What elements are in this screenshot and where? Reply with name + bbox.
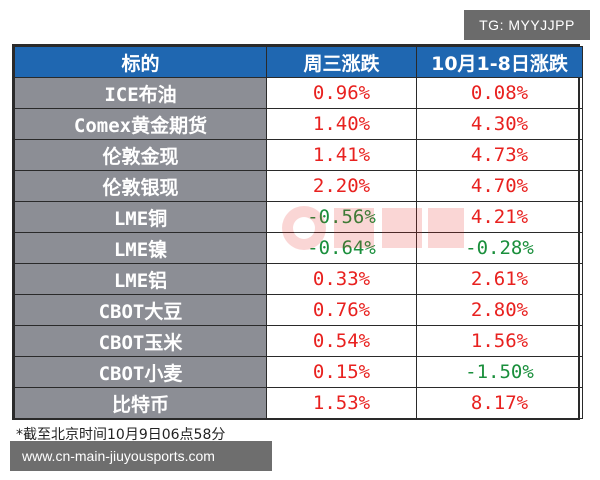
wednesday-change: 0.76%	[266, 294, 417, 326]
footnote: *截至北京时间10月9日06点58分	[16, 427, 226, 443]
header-oct-1-8-change: 10月1-8日涨跌	[416, 46, 583, 78]
asset-name: LME铜	[14, 201, 267, 233]
wednesday-change: -0.56%	[266, 201, 417, 233]
asset-name: LME镍	[14, 232, 267, 264]
wednesday-change: 0.54%	[266, 325, 417, 357]
tg-badge: TG: MYYJJPP	[464, 10, 590, 40]
table-row: CBOT大豆 0.76% 2.80%	[14, 294, 583, 326]
data-table: 标的 周三涨跌 10月1-8日涨跌 ICE布油 0.96% 0.08% Come…	[14, 46, 583, 419]
oct-change: 0.08%	[416, 77, 583, 109]
market-change-table: 标的 周三涨跌 10月1-8日涨跌 ICE布油 0.96% 0.08% Come…	[12, 44, 583, 420]
table-row: LME铜 -0.56% 4.21%	[14, 201, 583, 233]
oct-change: 2.80%	[416, 294, 583, 326]
wednesday-change: 0.33%	[266, 263, 417, 295]
header-asset: 标的	[14, 46, 267, 78]
header-wednesday-change: 周三涨跌	[266, 46, 417, 78]
wednesday-change: 1.53%	[266, 387, 417, 419]
table-row: CBOT玉米 0.54% 1.56%	[14, 325, 583, 357]
table-row: Comex黄金期货 1.40% 4.30%	[14, 108, 583, 140]
site-url: www.cn-main-jiuyousports.com	[10, 441, 272, 471]
table-row: 伦敦银现 2.20% 4.70%	[14, 170, 583, 202]
table-row: CBOT小麦 0.15% -1.50%	[14, 356, 583, 388]
table-row: LME铝 0.33% 2.61%	[14, 263, 583, 295]
wednesday-change: 0.15%	[266, 356, 417, 388]
asset-name: CBOT小麦	[14, 356, 267, 388]
oct-change: 4.73%	[416, 139, 583, 171]
asset-name: CBOT大豆	[14, 294, 267, 326]
oct-change: -0.28%	[416, 232, 583, 264]
asset-name: Comex黄金期货	[14, 108, 267, 140]
oct-change: 4.70%	[416, 170, 583, 202]
wednesday-change: 1.41%	[266, 139, 417, 171]
wednesday-change: 1.40%	[266, 108, 417, 140]
oct-change: -1.50%	[416, 356, 583, 388]
asset-name: ICE布油	[14, 77, 267, 109]
table-row: LME镍 -0.64% -0.28%	[14, 232, 583, 264]
asset-name: CBOT玉米	[14, 325, 267, 357]
table-row: 比特币 1.53% 8.17%	[14, 387, 583, 419]
table-row: 伦敦金现 1.41% 4.73%	[14, 139, 583, 171]
oct-change: 4.30%	[416, 108, 583, 140]
table-header-row: 标的 周三涨跌 10月1-8日涨跌	[14, 46, 583, 78]
oct-change: 8.17%	[416, 387, 583, 419]
oct-change: 1.56%	[416, 325, 583, 357]
asset-name: 伦敦银现	[14, 170, 267, 202]
oct-change: 2.61%	[416, 263, 583, 295]
wednesday-change: -0.64%	[266, 232, 417, 264]
asset-name: 伦敦金现	[14, 139, 267, 171]
wednesday-change: 2.20%	[266, 170, 417, 202]
asset-name: 比特币	[14, 387, 267, 419]
oct-change: 4.21%	[416, 201, 583, 233]
wednesday-change: 0.96%	[266, 77, 417, 109]
table-row: ICE布油 0.96% 0.08%	[14, 77, 583, 109]
asset-name: LME铝	[14, 263, 267, 295]
